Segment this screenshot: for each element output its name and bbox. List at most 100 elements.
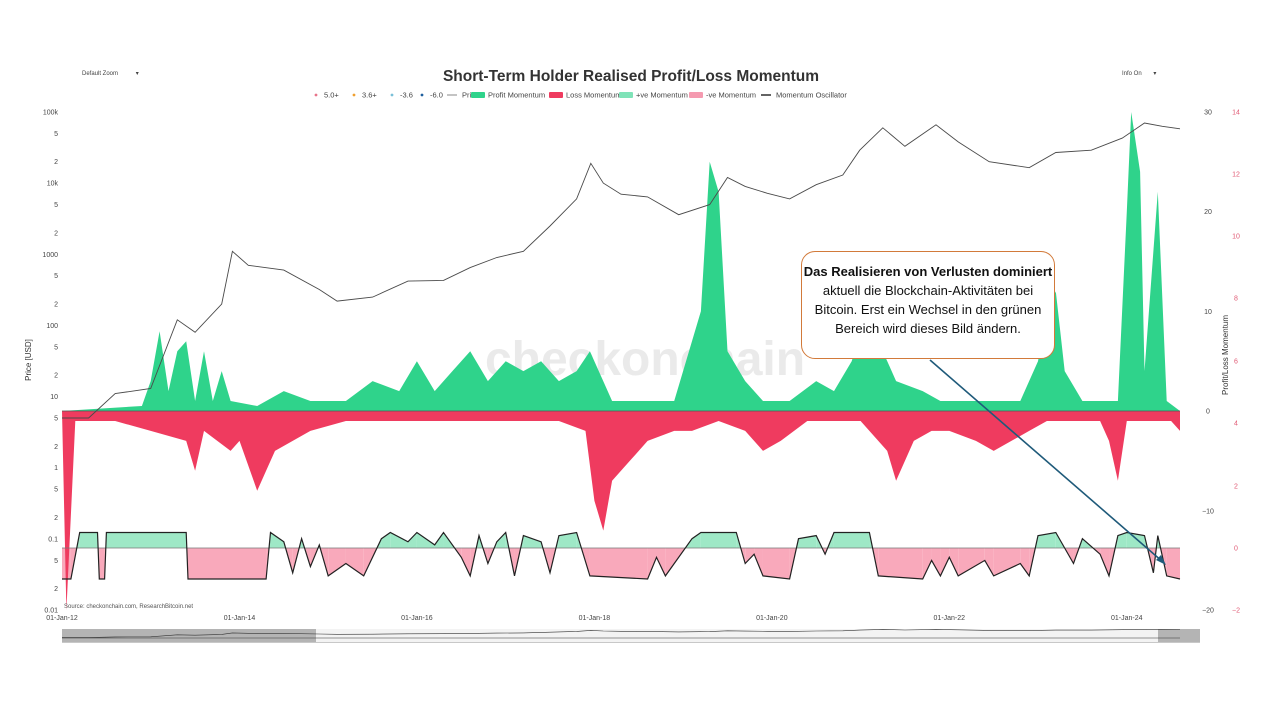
chart-title: Short-Term Holder Realised Profit/Loss M… (443, 68, 819, 85)
navigator-mask-right (1158, 629, 1200, 642)
y-left-tick: 1 (54, 465, 58, 472)
y-right-outer-tick: 0 (1234, 546, 1238, 553)
navigator-mask-left (62, 629, 316, 642)
legend-item: 3.6+ (352, 91, 377, 100)
y-right-outer-tick: −2 (1232, 608, 1240, 615)
y-right-label: Profit/Loss Momentum (1221, 315, 1230, 395)
legend-label: -6.0 (430, 91, 443, 100)
y-left-tick: 2 (54, 586, 58, 593)
legend-label: -ve Momentum (706, 91, 756, 100)
y-left-tick: 100k (43, 110, 59, 117)
oscillator-segment (328, 548, 346, 576)
y-left-tick: 2 (54, 230, 58, 237)
x-tick: 01-Jan-24 (1111, 615, 1143, 622)
oscillator-segment (940, 548, 950, 576)
legend-marker (471, 92, 485, 98)
oscillator-segment (833, 532, 870, 548)
arrow-head-icon (1156, 555, 1166, 565)
x-tick: 01-Jan-14 (224, 615, 256, 622)
oscillator-segment (381, 532, 391, 548)
y-left-label: Price [USD] (24, 339, 33, 381)
series-lines (62, 122, 1181, 580)
y-left-tick: 0.01 (44, 608, 58, 615)
navigator-scrollbar (62, 642, 1200, 643)
legend-marker (352, 93, 356, 97)
legend-item: Price (447, 91, 479, 100)
x-tick: 01-Jan-22 (934, 615, 966, 622)
oscillator-segment (700, 532, 737, 548)
y-left-tick: 100 (46, 323, 58, 330)
oscillator-segment (106, 532, 187, 548)
oscillator-segment (345, 548, 364, 576)
oscillator-segment (270, 532, 284, 548)
source-note: Source: checkonchain.com, ResearchBitcoi… (64, 604, 193, 610)
zoom-selector[interactable]: Default Zoom ▾ (82, 70, 139, 77)
y-right-inner-tick: 10 (1204, 309, 1212, 316)
info-selector[interactable]: Info On ▾ (1122, 70, 1156, 77)
annotation-text: aktuell die Blockchain-Aktivitäten bei B… (814, 283, 1042, 336)
y-right-outer-tick: 4 (1234, 421, 1238, 428)
y-right-outer-tick: 6 (1234, 359, 1238, 366)
annotation-callout: Das Realisieren von Verlusten dominiert … (801, 251, 1055, 359)
legend-item: -ve Momentum (689, 91, 756, 100)
y-right-inner-tick: −20 (1202, 608, 1214, 615)
oscillator-segment (1126, 532, 1145, 548)
legend-item: Profit Momentum (471, 91, 545, 100)
x-axis: 01-Jan-12 01-Jan-14 01-Jan-16 01-Jan-18 01-J… (46, 615, 1142, 622)
chevron-down-icon: ▾ (1153, 71, 1157, 77)
x-tick: 01-Jan-12 (46, 615, 78, 622)
oscillator-segment (187, 548, 267, 579)
oscillator-segment (922, 548, 932, 579)
y-left-tick: 0.1 (48, 536, 58, 543)
annotation-bold: Das Realisieren von Verlusten dominiert (803, 264, 1053, 279)
oscillator-segment (656, 548, 666, 576)
oscillator-segment (589, 548, 648, 579)
oscillator-segment (1117, 532, 1127, 548)
oscillator-segment (958, 548, 985, 576)
y-left-tick: 2 (54, 302, 58, 309)
x-tick: 01-Jan-16 (401, 615, 433, 622)
legend-item: Loss Momentum (549, 91, 621, 100)
range-navigator[interactable] (62, 628, 1200, 643)
oscillator-segment (931, 548, 941, 576)
legend-marker (619, 92, 633, 98)
y-left-tick: 2 (54, 444, 58, 451)
y-right-outer-tick: 14 (1232, 110, 1240, 117)
y-left-tick: 10 (50, 394, 58, 401)
y-left-tick: 5 (54, 273, 58, 280)
price-line (62, 122, 1181, 419)
oscillator-segment (984, 548, 994, 576)
left-axis: 100k 5 2 10k 5 2 1000 5 2 100 5 2 10 5 2 1 5 2 0.1 5 2 0.01 (42, 110, 58, 615)
legend-item: +ve Momentum (619, 91, 688, 100)
oscillator-segment (1038, 532, 1056, 548)
y-right-outer-tick: 8 (1234, 296, 1238, 303)
y-left-tick: 2 (54, 373, 58, 380)
legend-label: +ve Momentum (636, 91, 688, 100)
oscillator-segment (762, 548, 790, 579)
chevron-down-icon: ▾ (135, 71, 139, 77)
annotation-arrow (929, 359, 1164, 563)
oscillator-segment (99, 548, 105, 579)
navigator-price-line (62, 628, 1181, 638)
legend-marker (314, 93, 318, 97)
oscillator-segment (408, 532, 417, 548)
y-left-tick: 5 (54, 344, 58, 351)
legend-item: -3.6 (390, 91, 413, 100)
x-tick: 01-Jan-18 (579, 615, 611, 622)
info-label: Info On (1122, 71, 1142, 77)
legend-marker (420, 93, 424, 97)
legend-label: 3.6+ (362, 91, 377, 100)
y-right-inner-tick: 20 (1204, 209, 1212, 216)
y-left-tick: 5 (54, 131, 58, 138)
legend-label: -3.6 (400, 91, 413, 100)
zoom-label: Default Zoom (82, 71, 119, 77)
oscillator-segment (691, 532, 701, 548)
y-left-tick: 1000 (42, 252, 58, 259)
oscillator-segment (1020, 548, 1030, 576)
y-right-inner-tick: −10 (1202, 509, 1214, 516)
oscillator-fill (62, 532, 1180, 579)
y-right-inner-tick: 0 (1206, 409, 1210, 416)
legend: 5.0+ 3.6+ -3.6 -6.0 Price Profit Momentum Loss… (314, 91, 847, 100)
legend-marker (549, 92, 563, 98)
